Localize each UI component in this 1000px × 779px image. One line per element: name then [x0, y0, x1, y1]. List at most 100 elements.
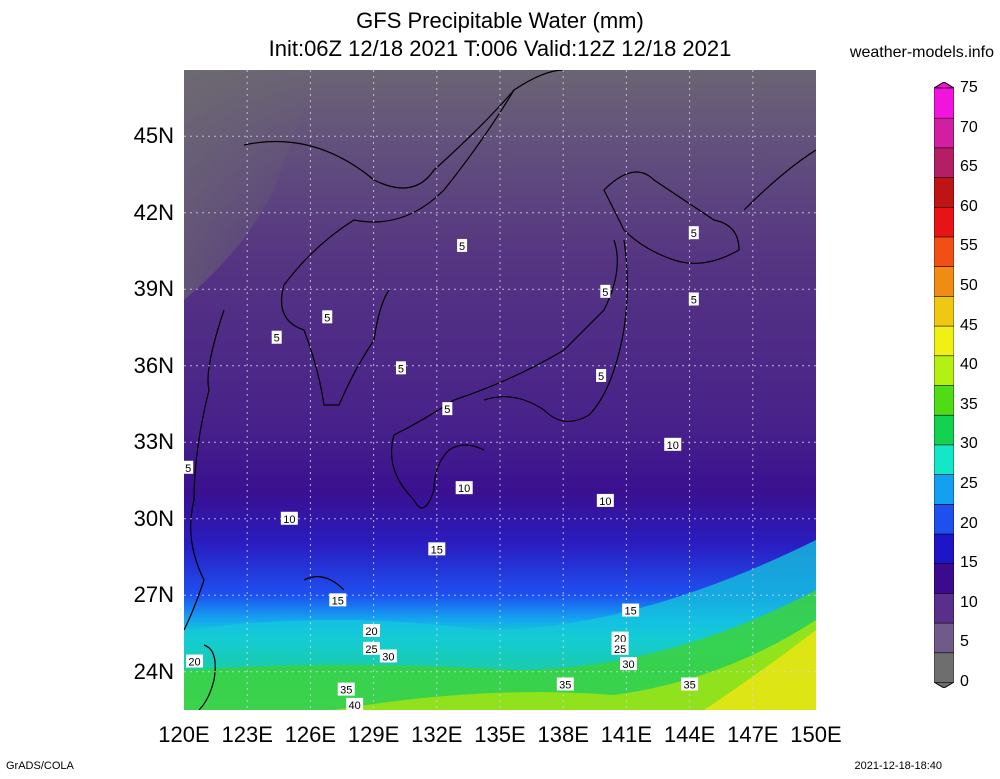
colorbar-swatch [934, 354, 954, 386]
contour-label: 35 [556, 677, 574, 692]
longitude-label: 144E [663, 722, 716, 747]
moist-band-2 [184, 590, 816, 710]
contour-label: 20 [362, 623, 380, 638]
colorbar-swatch [934, 622, 954, 654]
svg-text:35: 35 [559, 680, 571, 692]
colorbar-level-label: 10 [960, 593, 978, 611]
latitude-label: 30N [133, 505, 174, 531]
contour-label: 15 [428, 542, 446, 556]
colorbar-level-label: 75 [960, 79, 978, 96]
colorbar [934, 82, 954, 688]
contour-label: 5 [600, 284, 611, 299]
longitude-label: 147E [727, 722, 779, 747]
colorbar-swatch [934, 592, 954, 624]
colorbar-level-label: 60 [960, 197, 978, 215]
contour-label: 5 [688, 226, 699, 240]
latitude-label: 45N [133, 123, 174, 149]
svg-text:5: 5 [691, 228, 697, 240]
svg-text:5: 5 [691, 294, 697, 306]
colorbar-swatch [934, 206, 954, 238]
svg-text:15: 15 [332, 595, 344, 607]
contour-label: 30 [620, 657, 638, 671]
colorbar-swatch [934, 147, 954, 178]
colorbar-level-label: 50 [960, 277, 978, 294]
colorbar-swatch [934, 87, 954, 119]
colorbar-level-label: 20 [960, 514, 978, 532]
colorbar-level-label: 65 [960, 158, 978, 176]
colorbar-swatch [934, 651, 954, 683]
svg-text:30: 30 [622, 659, 634, 671]
contour-label: 35 [337, 682, 355, 697]
chart-title: GFS Precipitable Water (mm) [356, 8, 644, 33]
longitude-label: 132E [411, 722, 463, 747]
site-label: weather-models.info [849, 44, 994, 61]
longitude-label: 123E [221, 722, 273, 747]
chart-subtitle: Init:06Z 12/18 2021 T:006 Valid:12Z 12/1… [268, 36, 732, 61]
colorbar-level-label: 25 [960, 475, 978, 492]
svg-text:35: 35 [683, 680, 695, 692]
latitude-label: 33N [133, 429, 174, 455]
svg-text:10: 10 [458, 483, 470, 495]
longitude-label: 141E [600, 722, 653, 747]
svg-text:25: 25 [614, 644, 626, 656]
colorbar-max-arrow [934, 82, 954, 89]
contour-label: 5 [184, 460, 194, 475]
svg-text:10: 10 [599, 496, 611, 508]
svg-text:30: 30 [382, 651, 394, 663]
colorbar-level-label: 0 [960, 673, 969, 690]
colorbar-swatch [934, 473, 954, 505]
contour-label: 35 [681, 677, 699, 692]
latitude-label: 39N [133, 276, 174, 302]
svg-text:5: 5 [274, 333, 280, 345]
svg-text:5: 5 [459, 241, 465, 253]
svg-text:5: 5 [185, 463, 191, 475]
contour-label: 5 [395, 361, 406, 375]
colorbar-swatch [934, 265, 954, 297]
moist-band-4 [704, 630, 816, 710]
svg-text:5: 5 [398, 363, 404, 375]
contour-label: 30 [379, 649, 397, 663]
contour-label: 25 [362, 641, 380, 656]
colorbar-swatch [934, 295, 954, 327]
footer-timestamp: 2021-12-18-18:40 [854, 760, 942, 772]
colorbar-swatch [934, 444, 954, 475]
colorbar-level-label: 45 [960, 316, 978, 334]
colorbar-level-label: 55 [960, 237, 978, 255]
longitude-label: 135E [474, 722, 526, 747]
colorbar-swatch [934, 176, 954, 208]
contour-label: 40 [346, 697, 364, 710]
latitude-label: 36N [133, 352, 174, 378]
colorbar-swatch [934, 325, 954, 357]
longitude-label: 120E [158, 722, 210, 747]
colorbar-swatch [934, 117, 954, 149]
footer-left: GrADS/COLA [6, 760, 74, 772]
longitude-label: 138E [537, 722, 589, 747]
contour-label: 5 [442, 402, 453, 416]
colorbar-min-arrow [934, 681, 954, 688]
contour-label: 15 [622, 603, 640, 618]
latitude-label: 42N [133, 199, 174, 225]
colorbar-level-label: 40 [960, 356, 978, 374]
svg-text:5: 5 [602, 287, 608, 299]
colorbar-swatch [934, 562, 954, 594]
svg-text:25: 25 [365, 644, 377, 656]
contour-label: 10 [280, 511, 298, 526]
svg-text:10: 10 [283, 514, 295, 526]
svg-text:20: 20 [188, 657, 200, 669]
svg-text:5: 5 [324, 312, 330, 324]
svg-text:15: 15 [624, 606, 636, 618]
contour-label: 10 [455, 481, 473, 495]
contour-label: 5 [271, 330, 282, 345]
longitude-label: 129E [347, 722, 400, 747]
contour-label: 10 [664, 437, 682, 452]
colorbar-level-label: 35 [960, 395, 978, 413]
colorbar-swatch [934, 384, 954, 416]
contour-label: 5 [457, 238, 468, 253]
dry-area-west [184, 70, 324, 300]
svg-text:15: 15 [431, 544, 443, 556]
contour-label: 5 [322, 310, 333, 324]
colorbar-level-label: 70 [960, 118, 978, 136]
graticule [184, 70, 816, 710]
